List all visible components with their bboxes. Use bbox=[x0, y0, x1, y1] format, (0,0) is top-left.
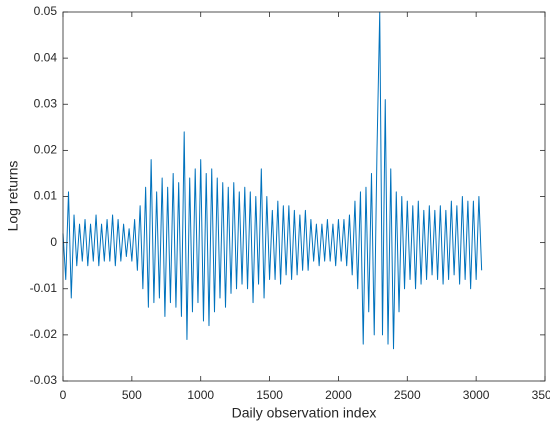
x-tick-label: 1000 bbox=[187, 388, 214, 402]
y-tick-label: 0.03 bbox=[34, 96, 58, 110]
x-tick-label: 0 bbox=[60, 388, 67, 402]
y-tick-label: -0.01 bbox=[30, 281, 58, 295]
y-tick-label: -0.03 bbox=[30, 373, 58, 387]
y-tick-label: 0 bbox=[50, 235, 57, 249]
x-tick-label: 2000 bbox=[325, 388, 352, 402]
y-tick-label: 0.02 bbox=[34, 143, 58, 157]
y-axis-title: Log returns bbox=[5, 161, 21, 232]
x-tick-label: 2500 bbox=[394, 388, 421, 402]
y-tick-label: -0.02 bbox=[30, 327, 58, 341]
x-tick-label: 500 bbox=[122, 388, 142, 402]
x-tick-label: 3500 bbox=[532, 388, 550, 402]
x-axis-title: Daily observation index bbox=[232, 405, 377, 421]
data-line bbox=[62, 11, 483, 350]
x-tick-label: 1500 bbox=[256, 388, 283, 402]
y-tick-label: 0.05 bbox=[34, 4, 58, 18]
y-tick-label: 0.04 bbox=[34, 50, 58, 64]
y-tick-label: 0.01 bbox=[34, 189, 58, 203]
x-tick-label: 3000 bbox=[463, 388, 490, 402]
